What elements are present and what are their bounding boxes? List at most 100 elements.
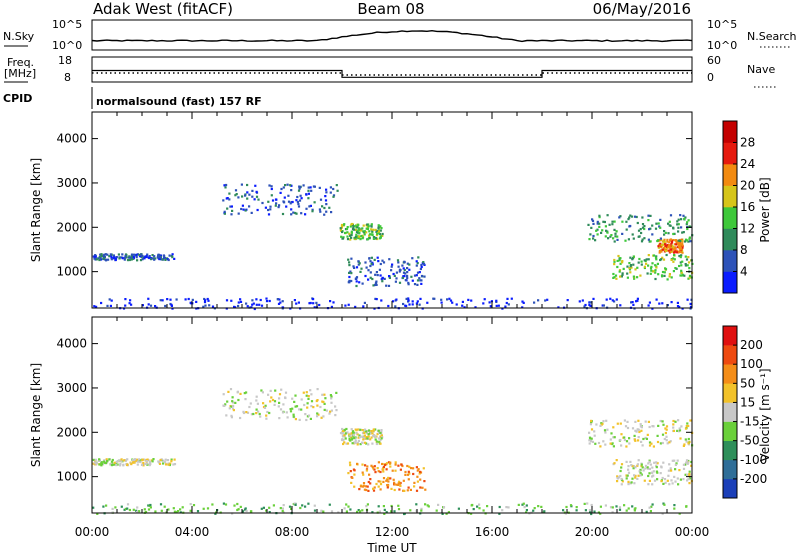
velocity-echo-cell [232,401,235,404]
velocity-echo-cell [478,503,481,506]
power-echo-cell [358,228,361,231]
velocity-echo-cell [358,488,361,491]
power-echo-cell [636,276,639,279]
power-echo-cell [349,270,352,273]
power-echo-cell [355,230,359,234]
power-echo-cell [676,305,680,308]
velocity-colorbar-tick-label: -50 [740,434,760,448]
velocity-echo-cell [262,402,265,405]
velocity-echo-cell [619,438,622,442]
velocity-echo-cell [486,505,489,508]
power-echo-cell [340,226,343,229]
velocity-echo-cell [644,464,648,467]
power-echo-cell [347,258,350,261]
velocity-echo-cell [323,402,326,405]
power-echo-cell [689,302,692,305]
nsky-trace [91,29,693,43]
power-echo-cell [173,257,176,260]
power-echo-cell [355,276,359,279]
power-echo-cell [681,246,684,249]
power-echo-cell [387,284,391,287]
power-echo-cell [675,240,678,243]
velocity-echo-cell [345,510,348,513]
nsearch-label: N.Search [747,30,797,43]
velocity-echo-cell [682,478,685,481]
velocity-echo-cell [307,502,310,505]
power-echo-cell [310,189,313,192]
velocity-echo-cell [230,405,233,408]
velocity-echo-cell [259,415,262,418]
power-echo-cell [380,299,383,302]
velocity-echo-cell [674,480,677,483]
velocity-echo-cell [690,460,693,464]
velocity-echo-cell [421,486,424,489]
power-echo-cell [634,268,637,271]
power-echo-cell [100,301,103,305]
power-echo-cell [495,304,498,307]
velocity-echo-cell [382,468,385,471]
velocity-echo-cell [100,462,103,466]
velocity-echo-cell [666,442,669,445]
power-echo-cell [628,216,631,219]
power-echo-cell [607,237,610,240]
power-echo-cell [413,274,417,277]
power-echo-cell [615,277,618,280]
velocity-echo-cell [591,440,594,443]
power-echo-cell [290,208,293,211]
power-echo-cell [239,298,242,301]
power-echo-cell [366,223,369,226]
velocity-echo-cell [656,478,659,481]
power-echo-cell [259,298,262,302]
power-echo-cell [648,301,651,304]
power-echo-cell [630,266,633,269]
velocity-echo-cell [108,458,111,461]
power-echo-cell [660,238,663,241]
velocity-echo-cell [346,431,349,434]
velocity-echo-cell [291,407,294,410]
power-echo-cell [406,271,409,274]
velocity-echo-cell [113,461,116,464]
power-echo-cell [130,303,133,306]
velocity-echo-cell [385,511,388,514]
power-echo-cell [121,257,124,260]
power-echo-cell [367,225,370,228]
velocity-echo-cell [159,458,162,462]
power-echo-cell [670,245,674,248]
power-echo-cell [344,304,347,307]
velocity-echo-cell [284,391,288,394]
power-echo-cell [678,254,681,258]
velocity-echo-cell [687,442,690,445]
velocity-colorbar-tick-label: 200 [740,338,763,352]
velocity-echo-cell [376,432,379,436]
velocity-echo-cell [300,398,303,401]
power-echo-cell [656,239,659,243]
velocity-echo-cell [629,460,632,463]
power-echo-cell [93,257,96,260]
power-echo-cell [123,256,126,259]
power-echo-cell [106,253,109,256]
velocity-echo-cell [369,438,372,441]
power-echo-cell [405,304,408,308]
power-echo-cell [627,238,630,241]
velocity-echo-cell [370,430,373,433]
velocity-echo-cell [115,460,118,464]
velocity-echo-cell [685,461,688,464]
velocity-echo-cell [230,414,233,417]
power-echo-cell [613,260,616,263]
power-echo-cell [684,263,687,266]
power-echo-cell [621,260,624,263]
velocity-echo-cell [359,443,362,446]
velocity-echo-cell [668,463,671,466]
velocity-echo-cell [625,474,628,477]
power-echo-cell [204,304,207,307]
power-echo-cell [407,281,410,284]
power-echo-cell [289,202,292,205]
power-echo-cell [687,261,691,264]
power-echo-cell [187,297,190,301]
velocity-echo-cell [651,471,654,474]
power-echo-cell [106,304,109,307]
power-echo-cell [628,225,631,228]
velocity-echo-cell [685,459,689,462]
velocity-echo-cell [640,440,643,443]
velocity-echo-cell [684,427,688,430]
